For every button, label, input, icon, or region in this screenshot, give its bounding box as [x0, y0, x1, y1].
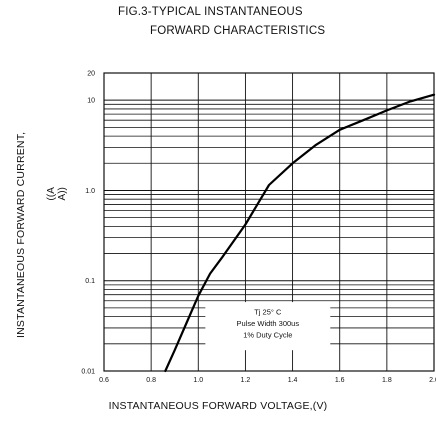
x-axis-label: INSTANTANEOUS FORWARD VOLTAGE,(V) — [108, 400, 328, 412]
annotation-box — [205, 302, 331, 351]
x-tick-label: 1.8 — [382, 377, 392, 384]
y-tick-label: 10 — [87, 98, 95, 105]
x-tick-label: 1.4 — [288, 377, 298, 384]
y-axis-unit-line: A)) — [57, 187, 68, 200]
annotation-text: Tj 25° C Pulse Width 300us 1% Duty Cycle — [237, 308, 300, 340]
chart-title-line-2: FORWARD CHARACTERISTICS — [150, 25, 326, 37]
x-tick-label: 1.0 — [193, 377, 203, 384]
y-axis-unit-line: ((A — [46, 187, 57, 201]
x-tick-label: 1.2 — [241, 377, 251, 384]
x-tick-label: 0.6 — [99, 377, 109, 384]
x-tick-label: 1.6 — [335, 377, 345, 384]
y-tick-labels: 0.01 0.1 1.0 10 20 — [81, 71, 95, 376]
y-axis-unit: ((AA)) — [46, 187, 68, 201]
plot-frame — [103, 72, 435, 372]
x-tick-labels: 0.6 0.8 1.0 1.2 1.4 1.6 1.8 2.0 — [99, 377, 436, 384]
y-tick-label: 20 — [87, 71, 95, 78]
series-line — [164, 93, 436, 373]
chart-title-line-1: FIG.3-TYPICAL INSTANTANEOUS — [118, 6, 303, 18]
annotation-line: 1% Duty Cycle — [243, 331, 292, 340]
y-axis-label: INSTANTANEOUS FORWARD CURRENT, — [15, 132, 27, 338]
x-tick-label: 2.0 — [429, 377, 436, 384]
y-tick-label: 1.0 — [85, 188, 95, 195]
series-curve — [164, 93, 436, 373]
annotation-line: Tj 25° C — [254, 308, 282, 317]
x-tick-label: 0.8 — [146, 377, 156, 384]
y-tick-label: 0.01 — [81, 369, 95, 376]
y-tick-label: 0.1 — [85, 278, 95, 285]
annotation-line: Pulse Width 300us — [237, 319, 300, 328]
